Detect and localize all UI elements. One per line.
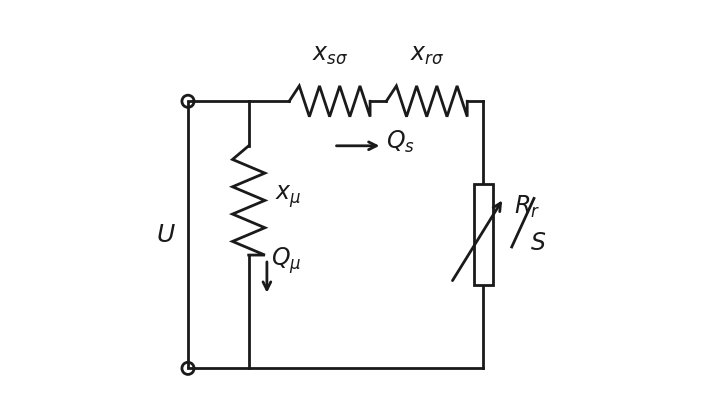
Text: $\mathit{x}_{s\sigma}$: $\mathit{x}_{s\sigma}$ [311,43,348,67]
Text: $\mathit{x}_{r\sigma}$: $\mathit{x}_{r\sigma}$ [410,43,444,67]
Text: $\mathit{x}_{\mu}$: $\mathit{x}_{\mu}$ [275,183,301,210]
Text: $\it{U}$: $\it{U}$ [156,223,176,247]
Text: $\mathit{Q}_{s}$: $\mathit{Q}_{s}$ [387,129,415,155]
Text: $\mathit{Q}_{\mu}$: $\mathit{Q}_{\mu}$ [271,246,301,276]
Text: $\mathit{R}_{r}$: $\mathit{R}_{r}$ [514,193,540,220]
Text: $\mathit{S}$: $\mathit{S}$ [530,231,546,255]
Bar [473,184,493,285]
